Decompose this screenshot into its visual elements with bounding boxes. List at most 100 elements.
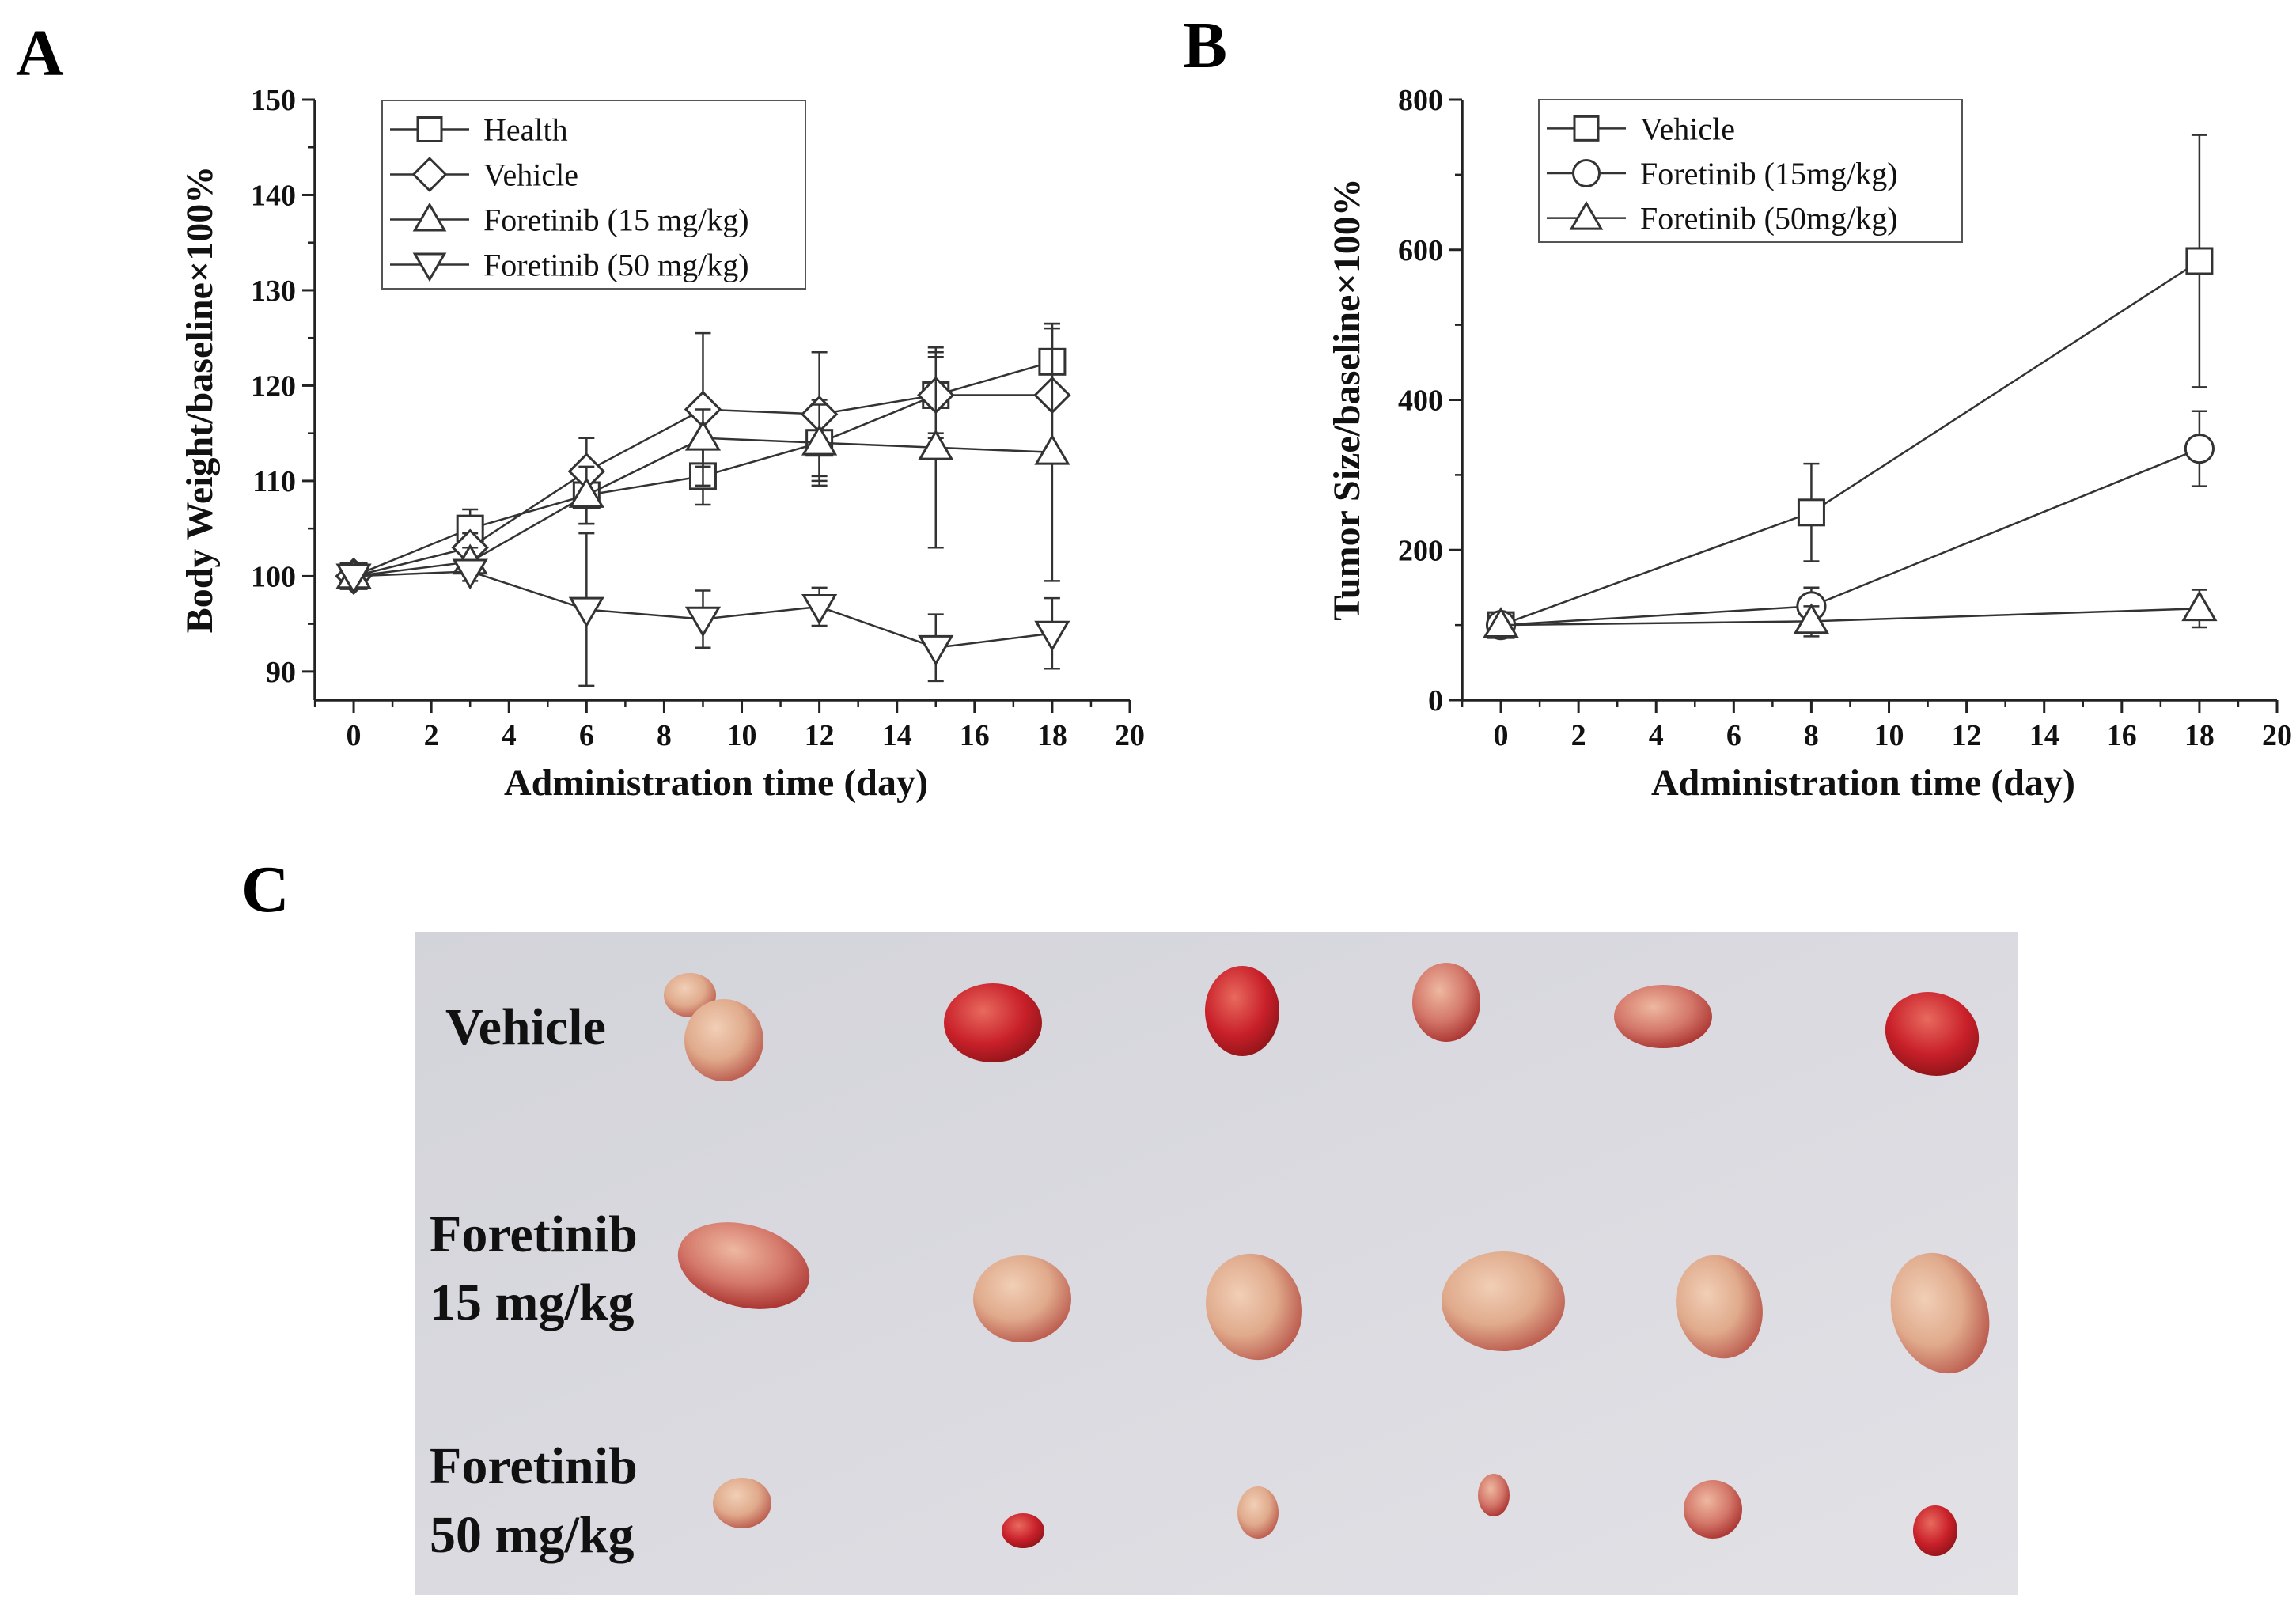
legend-marker [412,202,447,232]
x-tick-label: 2 [1571,719,1586,752]
y-tick-label: 140 [251,179,296,212]
x-tick-label: 6 [579,719,594,752]
panel-label-c: C [241,853,290,926]
x-tick-label: 12 [1952,719,1982,752]
x-tick-label: 14 [2029,719,2059,752]
chart-b-ylabel: Tumor Size/baseline×100% [1326,178,1368,620]
data-point [801,424,838,456]
tumor [1206,1253,1302,1361]
x-tick-label: 4 [502,719,517,752]
legend-label: Foretinib (50mg/kg) [1640,201,1898,237]
x-tick-label: 14 [882,719,912,752]
legend-marker [1572,159,1601,187]
chart-a-ylabel: Body Weight/baseline×100% [179,166,221,634]
x-tick-label: 0 [347,719,362,752]
legend-label: Vehicle [483,157,578,193]
tumor [1684,1480,1742,1539]
chart-b-legend: Vehicle Foretinib (15mg/kg) Foretinib (50m… [1538,99,1963,243]
x-tick-label: 18 [1037,719,1067,752]
data-point [568,476,604,508]
data-point [918,634,954,666]
chart-a-axes: 0 2 4 6 8 10 12 14 16 18 20 90 100 110 120 130 140 150 [251,84,1145,752]
data-point [452,558,488,590]
y-tick-label: 100 [251,560,296,593]
series-foretinib-50-mg-kg- [335,532,1070,687]
chart-b-xlabel: Administration time (day) [1651,762,2075,804]
y-tick-label: 600 [1398,234,1443,267]
legend-label: Foretinib (15 mg/kg) [483,203,749,238]
series-line [1500,448,2200,627]
x-tick-label: 16 [960,719,990,752]
series-foretinib-50mg-kg- [1483,589,2218,638]
series-foretinib-15mg-kg- [1485,410,2215,641]
chart-a-series [335,322,1071,687]
data-point [1034,620,1070,652]
legend-label: Vehicle [1640,111,1735,146]
row-label-dose-15: 15 mg/kg [430,1274,635,1331]
row-label-foretinib-15: Foretinib [430,1206,638,1263]
legend-label: Health [483,112,568,148]
legend-label: Foretinib (50 mg/kg) [483,248,749,283]
tumor [1442,1251,1565,1351]
tumor [713,1478,771,1528]
tumor [1237,1486,1279,1539]
series-line [1500,259,2200,627]
x-tick-label: 10 [727,719,757,752]
x-tick-label: 6 [1726,719,1741,752]
data-point [684,606,722,638]
y-tick-label: 200 [1398,534,1443,567]
chart-a: 0 2 4 6 8 10 12 14 16 18 20 90 100 110 120 130 140 150 He… [179,84,1145,804]
y-tick-label: 130 [251,275,296,308]
tumor [973,1255,1071,1342]
x-tick-label: 20 [1115,719,1145,752]
tumor [1205,966,1279,1056]
data-point [801,594,838,625]
y-tick-label: 800 [1398,84,1443,117]
chart-a-xlabel: Administration time (day) [504,762,928,804]
data-point [2185,247,2214,275]
vehicle-tumors [664,963,1980,1081]
foretinib-15-tumors [677,1222,1990,1374]
x-tick-label: 8 [1804,719,1819,752]
tumor [1890,1252,1990,1374]
tumor [677,1222,810,1309]
panel-label-b: B [1183,9,1227,82]
legend-marker [416,116,443,142]
x-tick-label: 10 [1874,719,1904,752]
y-tick-label: 400 [1398,384,1443,418]
y-tick-label: 90 [266,656,296,689]
panel-label-a: A [16,17,64,90]
tumor [664,973,763,1081]
legend-label: Foretinib (15mg/kg) [1640,156,1898,191]
x-tick-label: 4 [1649,719,1664,752]
x-tick-label: 8 [657,719,672,752]
data-point [335,563,372,595]
legend-marker [1569,200,1604,230]
foretinib-50-tumors [713,1474,1957,1556]
data-point [918,429,954,460]
tumor [1478,1474,1510,1516]
x-tick-label: 12 [805,719,835,752]
x-tick-label: 16 [2107,719,2137,752]
y-tick-label: 150 [251,84,296,117]
tumor [944,983,1042,1062]
y-tick-label: 110 [252,465,296,498]
tumor [1913,1505,1957,1556]
legend-marker [411,157,448,192]
data-point [1483,607,1519,638]
photo-row-labels: Vehicle Foretinib 15 mg/kg Foretinib 50 … [430,998,638,1564]
row-label-vehicle: Vehicle [445,998,606,1056]
x-tick-label: 20 [2262,719,2292,752]
legend-marker [412,252,447,282]
data-point [1797,498,1825,527]
legend-box [381,100,806,290]
tumor [1885,992,1980,1076]
row-label-foretinib-50: Foretinib [430,1437,638,1495]
data-point [568,596,604,628]
x-tick-label: 18 [2184,719,2215,752]
x-tick-label: 0 [1494,719,1509,752]
data-point [1034,434,1070,465]
